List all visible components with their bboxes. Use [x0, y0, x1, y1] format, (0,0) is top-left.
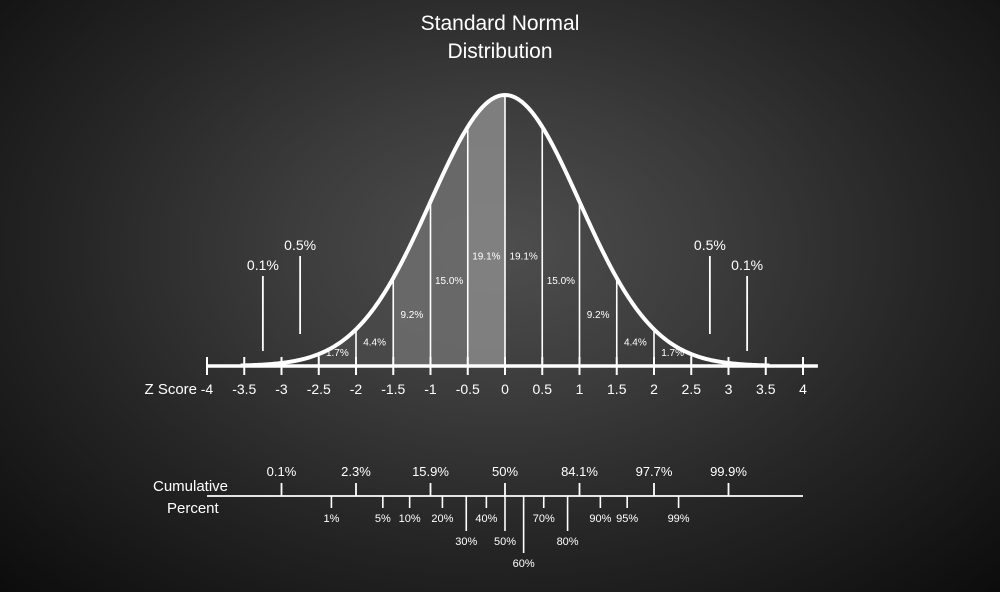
z-tick-label: 3 [725, 381, 733, 397]
cumulative-upper-label: 99.9% [710, 464, 747, 479]
band-percent-labels: 1.7% 4.4% 9.2% 15.0% 19.1% 19.1% 15.0% 9.2% 4.4%… [326, 252, 684, 359]
band-label: 4.4% [363, 337, 386, 348]
title-line-2: Distribution [447, 40, 553, 63]
title-line-1: Standard Normal [420, 12, 580, 35]
shaded-band-5 [430, 126, 468, 366]
band-label: 4.4% [624, 337, 647, 348]
cumulative-upper-label: 0.1% [267, 464, 297, 479]
z-tick-label: -1.5 [381, 381, 405, 397]
diagram-title: Standard Normal Distribution [0, 10, 1000, 66]
z-tick-label: -2 [350, 381, 363, 397]
band-label: 1.7% [326, 348, 349, 359]
tail-callout-label: 0.5% [694, 237, 726, 253]
z-axis-label: Z Score [144, 381, 197, 398]
band-label: 15.0% [435, 276, 463, 287]
z-tick-label: -3 [275, 381, 288, 397]
tail-callout-label: 0.1% [247, 257, 279, 273]
band-label: 15.0% [547, 276, 575, 287]
bell-curve [240, 93, 770, 368]
cumulative-upper-label: 50% [492, 464, 518, 479]
z-tick-label: 1 [576, 381, 584, 397]
cumulative-lower-label: 40% [475, 513, 497, 525]
shaded-band-4 [393, 201, 431, 366]
cumulative-lower-label: 90% [589, 513, 611, 525]
z-tick-label: 1.5 [607, 381, 627, 397]
band-label: 1.7% [661, 348, 684, 359]
cumulative-lower-label: 20% [431, 513, 453, 525]
z-tick-label: -0.5 [456, 381, 480, 397]
cumulative-upper-label: 97.7% [636, 464, 673, 479]
tail-callouts: 0.1% 0.5% 0.5% 0.1% [247, 237, 763, 351]
cumulative-lower-label: 5% [375, 513, 391, 525]
cumulative-lower-label: 95% [616, 513, 638, 525]
z-tick-label: -3.5 [232, 381, 256, 397]
cumulative-percent-scale: Cumulative Percent 0.1% 2.3% 15.9% 50% 84.1% 97… [153, 464, 803, 570]
band-label: 19.1% [472, 252, 500, 263]
shaded-band-6 [467, 95, 505, 366]
band-label: 9.2% [400, 310, 423, 321]
cumulative-lower-label: 30% [455, 536, 477, 548]
band-dividers [280, 95, 730, 366]
z-score-axis: -4 -3.5 -3 -2.5 -2 -1.5 -1 -0.5 0 0.5 1 1.5 2 2.5 3 3.5… [144, 357, 818, 398]
cumulative-label-line-2: Percent [167, 500, 220, 517]
cumulative-lower-label: 60% [513, 558, 535, 570]
cumulative-label-line-1: Cumulative [153, 478, 228, 495]
cumulative-lower-label: 1% [323, 513, 339, 525]
cumulative-upper-label: 2.3% [341, 464, 371, 479]
tail-callout-label: 0.1% [731, 257, 763, 273]
band-label: 9.2% [587, 310, 610, 321]
z-tick-label: 2 [650, 381, 658, 397]
z-tick-label: -2.5 [307, 381, 331, 397]
cumulative-upper-label: 15.9% [412, 464, 449, 479]
shaded-bands [318, 95, 505, 366]
z-tick-label: -1 [424, 381, 437, 397]
z-tick-label: -4 [201, 381, 214, 397]
z-tick-label: 2.5 [682, 381, 702, 397]
cumulative-lower-label: 10% [399, 513, 421, 525]
cumulative-lower-label: 50% [494, 536, 516, 548]
cumulative-lower-label: 99% [668, 513, 690, 525]
shaded-band-3 [356, 278, 394, 366]
z-tick-label: 3.5 [756, 381, 776, 397]
cumulative-lower-label: 80% [557, 536, 579, 548]
band-label: 19.1% [509, 252, 537, 263]
z-tick-label: 0.5 [533, 381, 553, 397]
cumulative-upper-label: 84.1% [561, 464, 598, 479]
z-tick-label: 0 [501, 381, 509, 397]
z-tick-label: 4 [799, 381, 807, 397]
tail-callout-label: 0.5% [284, 237, 316, 253]
cumulative-lower-label: 70% [533, 513, 555, 525]
